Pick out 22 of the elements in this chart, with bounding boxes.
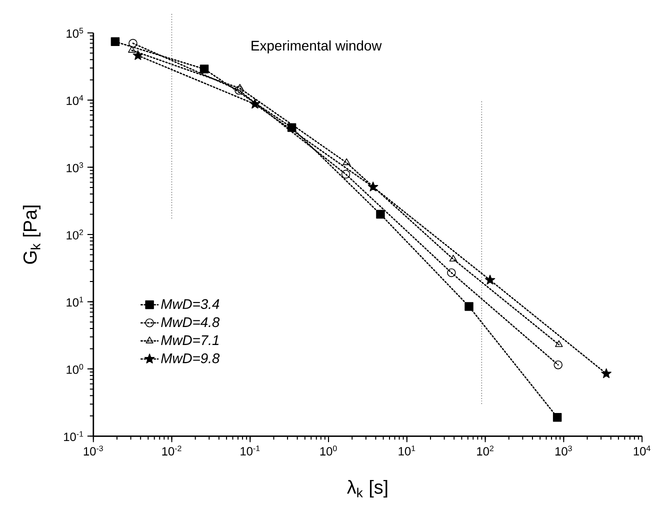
x-tick-label: 10$^{0}$ [320, 446, 337, 456]
x-axis-title: λ$_{k}$ [s] [347, 480, 388, 498]
y-tick-label: 10$^{5}$ [66, 28, 84, 38]
legend-label: MwD=7.1 [161, 335, 219, 346]
y-tick-label: 10$^{-1}$ [64, 431, 84, 442]
x-tick-label: 10$^{4}$ [634, 446, 650, 456]
legend-label: MwD=9.8 [161, 353, 220, 364]
x-tick-label: 10$^{-3}$ [84, 446, 103, 456]
y-tick-label: 10$^{0}$ [66, 364, 84, 374]
legend-label: MwD=4.8 [161, 317, 220, 328]
x-tick-label: 10$^{3}$ [555, 446, 572, 456]
legend-label: MwD=3.4 [161, 299, 220, 310]
x-tick-label: 10$^{-2}$ [162, 446, 182, 456]
y-tick-label: 10$^{3}$ [66, 162, 84, 172]
x-tick-label: 10$^{2}$ [477, 446, 494, 456]
x-tick-label: 10$^{-1}$ [240, 446, 260, 456]
y-tick-label: 10$^{4}$ [66, 95, 84, 106]
y-axis-title: G$_{k}$ [Pa] [22, 206, 40, 264]
x-tick-label: 10$^{1}$ [398, 446, 416, 456]
y-tick-label: 10$^{2}$ [66, 230, 84, 240]
annotation: Experimental window [252, 40, 382, 54]
y-tick-label: 10$^{1}$ [66, 296, 84, 307]
